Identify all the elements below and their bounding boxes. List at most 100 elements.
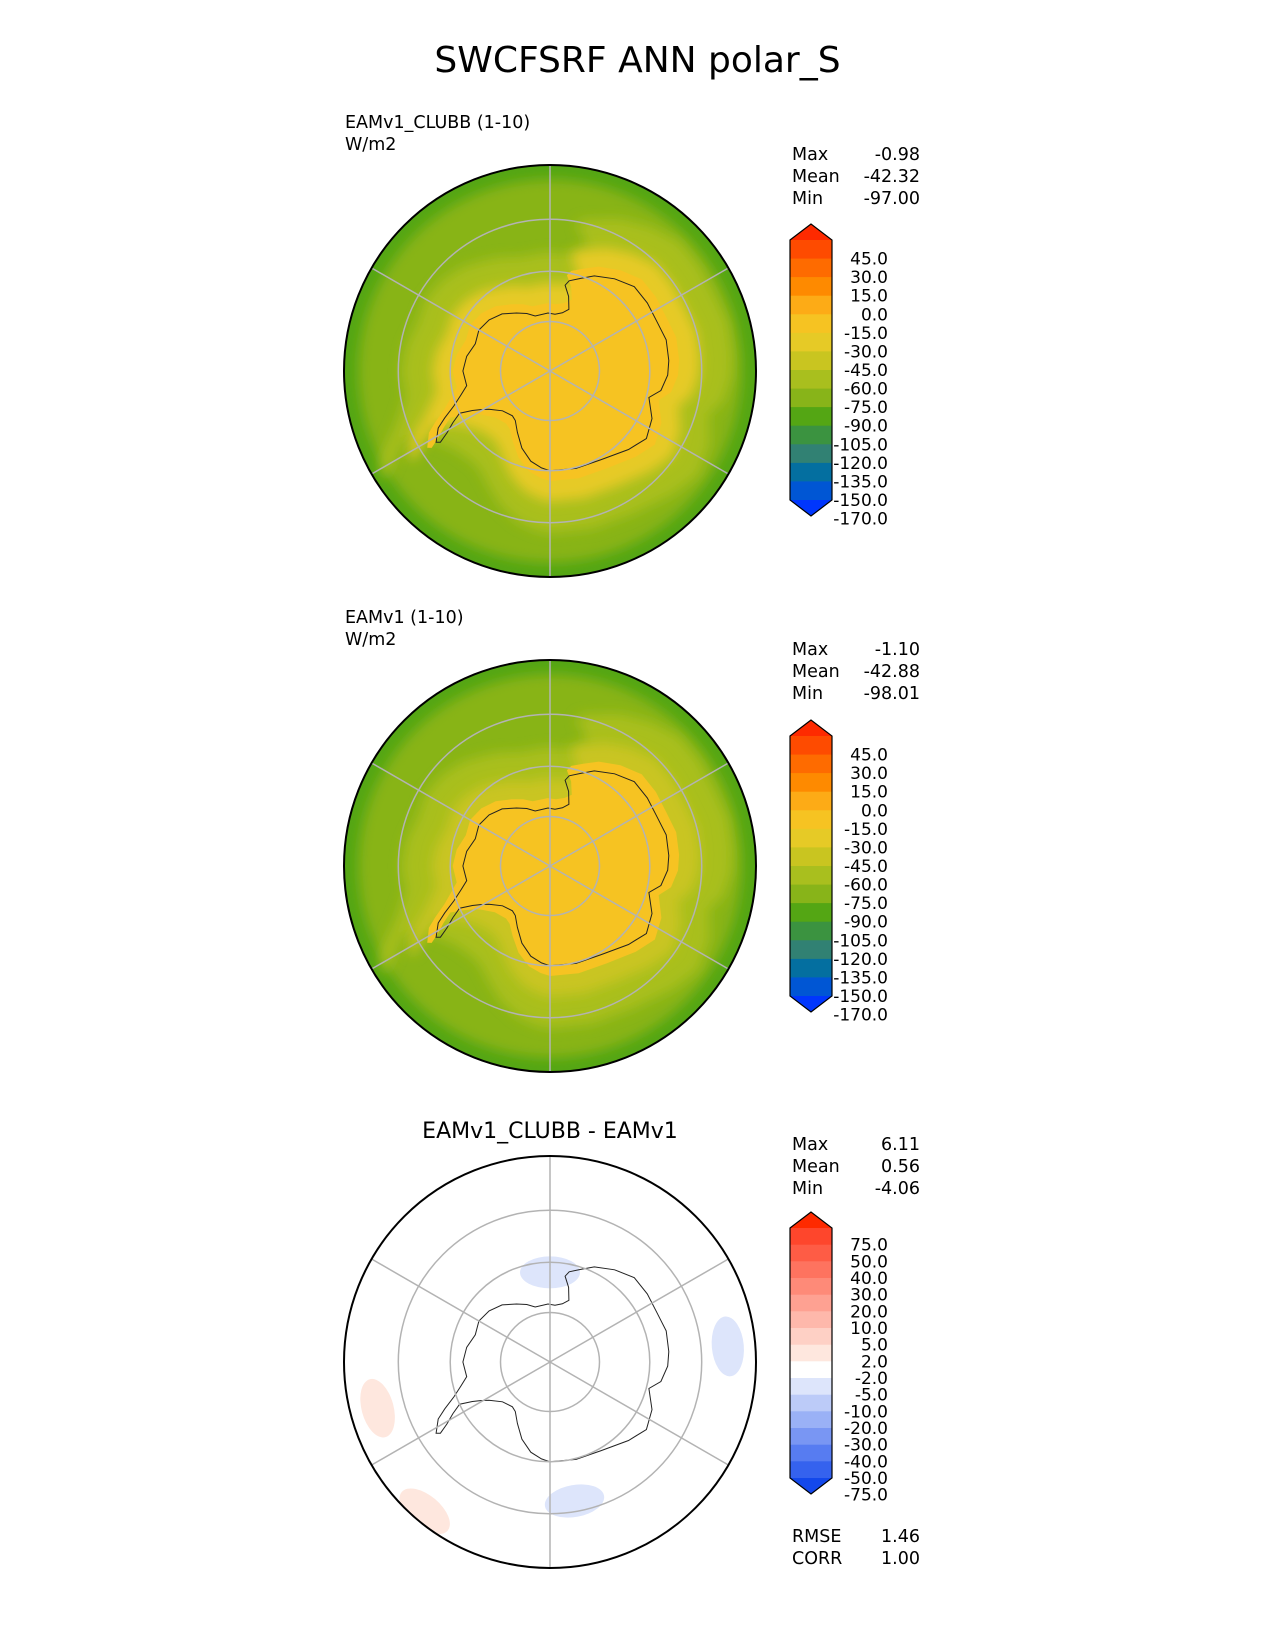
colorbar-tick-label: 50.0 [850, 1252, 888, 1272]
graticule-1 [371, 165, 729, 577]
colorbar-tick-label: -90.0 [844, 417, 888, 437]
colorbar-segment [790, 1278, 832, 1296]
colorbar-tick-label: 30.0 [850, 268, 888, 288]
colorbar-segment [790, 791, 832, 811]
colorbar-tick-label: -75.0 [844, 894, 888, 914]
colorbar-segment [790, 314, 832, 334]
colorbar-segment [790, 1344, 832, 1362]
meridian-line [549, 370, 729, 475]
colorbar-tick-label: 30.0 [850, 764, 888, 784]
panel-2-min-label: Min [792, 684, 824, 704]
meridian-line [371, 267, 551, 372]
map-boundary [343, 659, 757, 1073]
colorbar-extend-max [790, 720, 832, 736]
colorbar-tick-label: -150.0 [833, 987, 888, 1007]
colorbar-tick-label: -120.0 [833, 454, 888, 474]
colorbar-tick-label: 0.0 [861, 801, 888, 821]
colorbar-tick-label: 45.0 [850, 746, 888, 766]
colorbar-tick-label: -105.0 [833, 435, 888, 455]
panel-1-mean-value: -42.32 [863, 167, 920, 187]
colorbar-tick-label: 20.0 [850, 1302, 888, 1322]
meridian-line [371, 1361, 551, 1466]
colorbar-segment [790, 1244, 832, 1262]
colorbar-tick-label: -5.0 [855, 1386, 888, 1406]
corr-label: CORR [792, 1549, 843, 1569]
colorbar-tick-label: -45.0 [844, 857, 888, 877]
panel-2-stats: Max -1.10 Mean -42.88 Min -98.01 [792, 639, 920, 705]
colorbar-tick-label: -15.0 [844, 820, 888, 840]
colorbar-1: 45.030.015.00.0-15.0-30.0-45.0-60.0-75.0… [789, 223, 888, 530]
colorbar-tick-label: 30.0 [850, 1286, 888, 1306]
rmse-label: RMSE [792, 1527, 842, 1547]
colorbar-segment [790, 940, 832, 960]
colorbar-segment [790, 1378, 832, 1396]
colorbar-tick-label: -45.0 [844, 361, 888, 381]
colorbar-tick-label: -170.0 [833, 510, 888, 530]
colorbar-segment [790, 258, 832, 278]
continent-field [427, 266, 680, 481]
colorbar-tick-label: -60.0 [844, 876, 888, 896]
panel-2-max-value: -1.10 [874, 640, 920, 660]
colorbar-tick-label: -30.0 [844, 838, 888, 858]
colorbar-tick-label: -20.0 [844, 1419, 888, 1439]
anomaly-patch [399, 1488, 450, 1535]
panel-2-mean-label: Mean [792, 662, 840, 682]
colorbar-tick-label: -90.0 [844, 913, 888, 933]
colorbar-extend-max [790, 224, 832, 240]
colorbar-extend-min [790, 500, 832, 516]
anomaly-patch [711, 1316, 744, 1377]
colorbar-segment [790, 1261, 832, 1279]
colorbar-outline [789, 1211, 833, 1495]
meridian-line [549, 865, 729, 970]
panel-3-max-value: 6.11 [881, 1135, 920, 1155]
panel-3-mean-value: 0.56 [881, 1157, 920, 1177]
colorbar-tick-label: -40.0 [844, 1452, 888, 1472]
colorbar-segment [790, 1461, 832, 1479]
colorbar-tick-label: 15.0 [850, 783, 888, 803]
panel-1-max-value: -0.98 [874, 145, 920, 165]
meridian-line [371, 370, 551, 475]
colorbar-segment [790, 754, 832, 774]
colorbar-segment [790, 407, 832, 427]
colorbar-segment [790, 866, 832, 886]
colorbar-segment [790, 1444, 832, 1462]
colorbar-extend-min [790, 1478, 832, 1494]
panel-1-min-label: Min [792, 189, 824, 209]
colorbar-segment [790, 1411, 832, 1429]
colorbar-tick-label: -75.0 [844, 1486, 888, 1506]
colorbar-tick-label: -135.0 [833, 472, 888, 492]
colorbar-segment [790, 351, 832, 371]
colorbar-tick-label: 0.0 [861, 305, 888, 325]
colorbar-3: 75.050.040.030.020.010.05.02.0-2.0-5.0-1… [789, 1211, 888, 1506]
panel-1-stats: Max -0.98 Mean -42.32 Min -97.00 [792, 144, 920, 210]
panel-3-footer: RMSE 1.46 CORR 1.00 [792, 1526, 920, 1570]
meridian-line [371, 1258, 551, 1363]
panel-1-run: EAMv1_CLUBB (1-10) [345, 113, 531, 133]
colorbar-tick-label: -135.0 [833, 968, 888, 988]
colorbar-segment [790, 1311, 832, 1329]
panel-3-max-label: Max [792, 1135, 829, 1155]
colorbar-segment [790, 828, 832, 849]
colorbar-outline [789, 223, 833, 517]
colorbar-tick-label: -75.0 [844, 398, 888, 418]
colorbar-segment [790, 1328, 832, 1346]
colorbar-segment [790, 977, 832, 997]
colorbar-segment [790, 1361, 832, 1379]
map-3 [344, 1156, 756, 1568]
panel-1-units: W/m2 [345, 135, 397, 155]
colorbar-extend-min [790, 996, 832, 1012]
panel-3-min-value: -4.06 [874, 1179, 920, 1199]
colorbar-segment [790, 903, 832, 923]
colorbar-segment [790, 332, 832, 353]
graticule-2 [371, 660, 729, 1072]
colorbar-segment [790, 444, 832, 464]
colorbar-segment [790, 462, 832, 483]
colorbar-segment [790, 481, 832, 501]
panel-1-max-label: Max [792, 145, 829, 165]
colorbar-segment [790, 240, 832, 260]
meridian-line [549, 762, 729, 867]
colorbar-tick-label: 75.0 [850, 1236, 888, 1256]
meridian-line [549, 1361, 729, 1466]
colorbar-segment [790, 1394, 832, 1412]
